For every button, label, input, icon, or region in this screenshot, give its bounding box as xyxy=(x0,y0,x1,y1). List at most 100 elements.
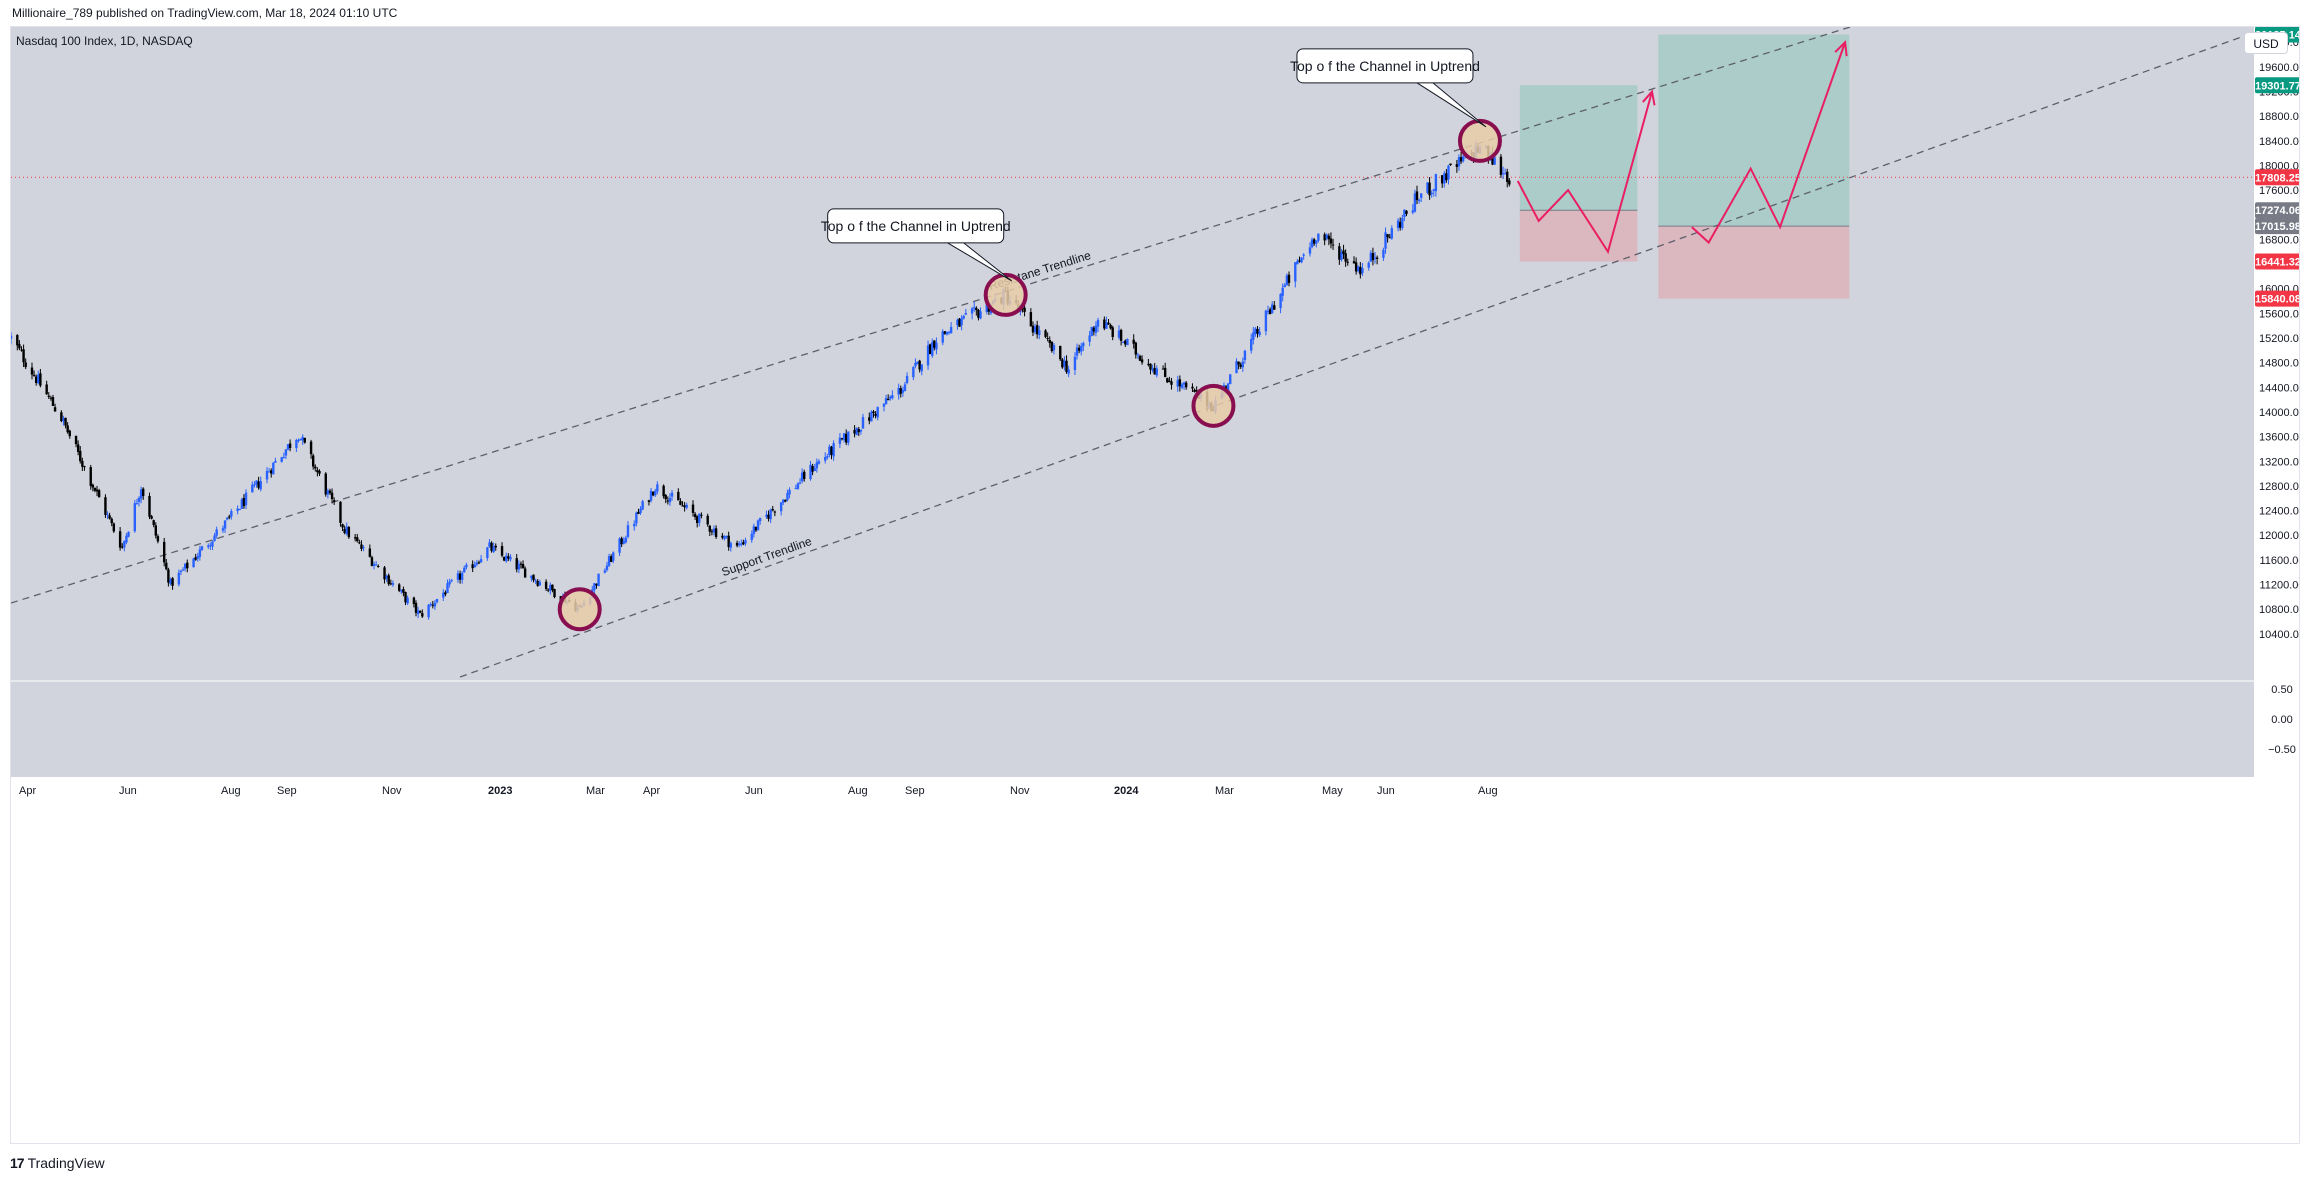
price-label-badge[interactable] xyxy=(2255,202,2300,219)
price-axis-area[interactable] xyxy=(2254,27,2300,777)
candle-body xyxy=(679,501,682,505)
candle-body xyxy=(1063,360,1066,367)
target-zone[interactable] xyxy=(1658,34,1850,227)
candle-body xyxy=(609,556,613,562)
candle-body xyxy=(1090,326,1093,337)
price-label-badge[interactable] xyxy=(2255,290,2300,307)
projection-path[interactable] xyxy=(1691,41,1847,245)
position-zones xyxy=(1519,34,1850,299)
candle-body xyxy=(353,537,357,539)
highlight-circle[interactable] xyxy=(1191,383,1236,428)
candle-body xyxy=(165,562,168,570)
candle-body xyxy=(681,505,684,507)
candle-body xyxy=(142,488,145,497)
candle-body xyxy=(1369,252,1373,262)
chart-frame[interactable]: Resistane Trendline Support Trendline Top… xyxy=(10,26,2300,1144)
price-label-badge[interactable] xyxy=(2255,169,2300,186)
candle-body xyxy=(196,556,199,559)
target-zone[interactable] xyxy=(1519,85,1638,211)
callout-text: Top o f the Channel in Uptrend xyxy=(1290,58,1480,74)
price-label-text: 17808.25 xyxy=(2255,172,2300,184)
time-tick-label: Sep xyxy=(277,785,297,797)
candle-body xyxy=(244,492,248,506)
candle-body xyxy=(603,570,607,573)
candle-body xyxy=(177,572,181,585)
candle-body xyxy=(377,565,380,567)
candle-body xyxy=(1331,244,1335,246)
price-label-badge[interactable] xyxy=(2255,218,2300,235)
candle-body xyxy=(1151,368,1154,371)
candle-body xyxy=(150,516,153,519)
candle-body xyxy=(935,342,938,350)
candle-body xyxy=(859,429,863,432)
trendline[interactable] xyxy=(459,31,2255,678)
candle-body xyxy=(391,583,395,585)
candle-body xyxy=(1443,173,1446,184)
candle-body xyxy=(64,417,67,426)
candle-body xyxy=(828,446,831,456)
candle-body xyxy=(813,468,816,471)
time-tick-label: Jun xyxy=(119,785,137,797)
candle-body xyxy=(817,461,821,464)
candle-body xyxy=(1283,285,1286,288)
stop-zone[interactable] xyxy=(1658,226,1850,299)
candle-body xyxy=(788,489,791,495)
candle-body xyxy=(169,579,172,584)
candle-body xyxy=(958,318,961,327)
candle-body xyxy=(471,564,474,569)
candle-body xyxy=(104,497,107,515)
currency-button[interactable]: USD xyxy=(2244,32,2288,54)
candle-body xyxy=(1122,341,1125,343)
callout-box[interactable] xyxy=(827,208,1005,244)
candle-body xyxy=(1044,330,1047,337)
candle-body xyxy=(1243,350,1247,361)
candle-body xyxy=(899,388,902,394)
time-axis-area[interactable] xyxy=(11,777,2300,1144)
projection-path[interactable] xyxy=(1516,91,1653,255)
candle-body xyxy=(1059,345,1062,360)
candle-body xyxy=(595,583,598,586)
price-label-badge[interactable] xyxy=(2255,77,2300,94)
candle-body xyxy=(1239,364,1242,367)
candle-body xyxy=(943,331,947,334)
plot-area[interactable] xyxy=(11,27,2254,681)
candle-body xyxy=(1241,361,1245,368)
candle-body xyxy=(473,564,476,568)
candle-body xyxy=(110,518,113,524)
price-tick-label: 14000.00 xyxy=(2259,407,2300,419)
price-label-badge[interactable] xyxy=(2255,253,2300,270)
candle-body xyxy=(752,526,756,535)
candle-body xyxy=(330,492,334,500)
candle-body xyxy=(303,437,306,443)
candle-body xyxy=(1168,380,1171,383)
price-tick-label: 12000.00 xyxy=(2259,530,2300,542)
candle-body xyxy=(668,497,672,503)
candle-body xyxy=(735,542,739,546)
candle-body xyxy=(1237,361,1240,365)
candle-body xyxy=(154,525,157,536)
candle-body xyxy=(91,484,95,488)
callout-pointer xyxy=(1416,82,1487,128)
candle-body xyxy=(803,471,806,480)
candle-body xyxy=(200,546,204,551)
candle-body xyxy=(1117,330,1121,338)
callout-box[interactable] xyxy=(1296,48,1474,84)
candle-body xyxy=(39,373,42,386)
candle-body xyxy=(402,589,405,593)
time-tick-label: Aug xyxy=(1478,785,1498,797)
highlight-circle[interactable] xyxy=(983,272,1028,317)
highlight-circle[interactable] xyxy=(1457,118,1502,163)
price-tick-label: 12800.00 xyxy=(2259,481,2300,493)
candle-body xyxy=(433,602,437,607)
candle-body xyxy=(884,398,888,405)
tradingview-logo[interactable]: 17 TradingView xyxy=(10,1153,105,1173)
candle-body xyxy=(1390,228,1394,239)
symbol-label[interactable]: Nasdaq 100 Index, 1D, NASDAQ xyxy=(16,34,193,48)
candle-body xyxy=(81,460,84,467)
candle-body xyxy=(874,413,877,416)
candle-body xyxy=(1140,359,1144,363)
highlight-circle[interactable] xyxy=(557,587,602,632)
candle-body xyxy=(532,574,535,581)
candle-body xyxy=(876,407,879,418)
